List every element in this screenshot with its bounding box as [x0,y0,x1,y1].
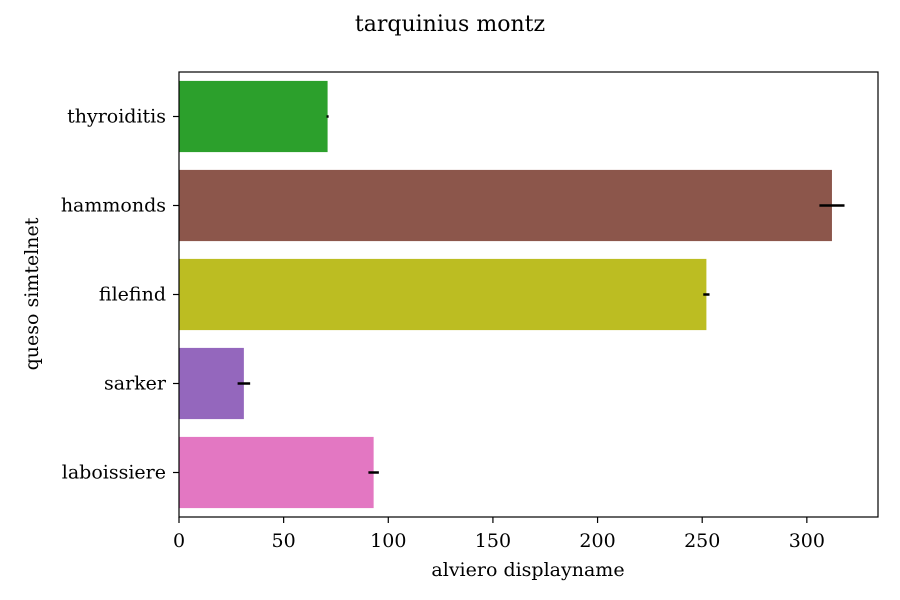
plot-area: thyroiditis hammonds filefind sarker laboiss… [61,71,879,552]
y-tick-label-laboissiere: laboissiere [62,462,166,484]
y-tick-label-sarker: sarker [104,373,167,395]
x-tick-label-300: 300 [789,530,825,552]
bar-filefind [179,258,707,331]
bar-hammonds [179,169,832,242]
x-tick-label-200: 200 [579,530,615,552]
x-tick-label-150: 150 [475,530,511,552]
x-tick-label-50: 50 [272,530,296,552]
x-tick-label-0: 0 [173,530,185,552]
y-tick-label-thyroiditis: thyroiditis [67,106,166,128]
plot-frame [178,71,879,518]
y-tick-label-filefind: filefind [99,284,166,306]
x-tick-label-250: 250 [684,530,720,552]
bar-sarker [179,347,244,420]
chart-title: tarquinius montz [355,12,545,37]
y-axis-label: queso simtelnet [21,217,43,370]
bar-thyroiditis [179,80,328,153]
y-tick-label-hammonds: hammonds [61,195,166,217]
bar-laboissiere [179,436,374,509]
x-tick-label-100: 100 [370,530,406,552]
x-axis-label: alviero displayname [431,559,624,581]
